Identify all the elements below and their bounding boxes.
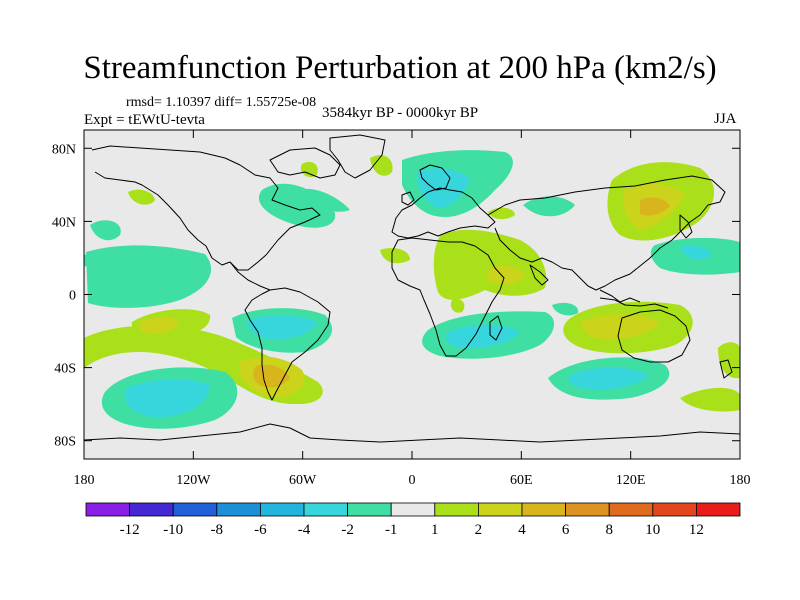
colorbar-label: -10	[163, 522, 183, 538]
coastline	[401, 191, 415, 206]
contour-band	[380, 248, 410, 264]
contour-band	[450, 299, 465, 313]
contour-band	[247, 315, 318, 340]
coastline	[489, 315, 503, 341]
colorbar-label: 1	[431, 522, 439, 538]
colorbar-swatch	[216, 502, 261, 517]
colorbar-label: 8	[605, 522, 613, 538]
contour-band	[300, 161, 318, 178]
colorbar-swatch	[259, 502, 305, 517]
contour-band	[523, 196, 575, 217]
y-tick-label: 40N	[52, 215, 76, 230]
colorbar-swatch	[434, 502, 479, 517]
contour-band	[300, 188, 350, 212]
x-tick-label: 0	[409, 473, 416, 488]
colorbar-swatch	[347, 502, 392, 517]
colorbar-label: 10	[645, 522, 660, 538]
colorbar-label: -4	[298, 522, 311, 538]
contour-band	[90, 220, 121, 241]
coastline	[329, 134, 386, 179]
contour-band	[552, 302, 579, 316]
coastline	[84, 423, 740, 443]
x-tick-label: 60E	[510, 473, 533, 488]
colorbar-label: -12	[120, 522, 140, 538]
colorbar-label: -6	[254, 522, 267, 538]
y-tick-label: 80N	[52, 142, 76, 157]
coastline	[229, 261, 271, 291]
coastlines	[84, 134, 740, 443]
stats-line: rmsd= 1.10397 diff= 1.55725e-08	[126, 95, 317, 110]
colorbar-swatch	[172, 502, 218, 517]
y-tick-label: 0	[69, 289, 76, 304]
colorbar-swatch	[608, 502, 654, 517]
colorbar-swatch	[390, 502, 436, 517]
axis-ticks: 180 120W 60W 0 60E 120E 180 80N 40N 0 40S 80S	[52, 130, 751, 488]
contour-band	[138, 316, 180, 334]
field-layer	[84, 130, 740, 459]
coastline	[599, 297, 669, 309]
coastline	[487, 175, 726, 291]
coastline	[679, 214, 693, 239]
contour-band	[680, 245, 712, 260]
colorbar-swatch	[521, 502, 566, 517]
coastline	[419, 164, 451, 191]
period-label: 3584kyr BP - 0000kyr BP	[322, 105, 479, 121]
contour-band	[433, 229, 547, 300]
season-label: JJA	[714, 111, 737, 127]
contour-band	[680, 387, 740, 412]
coastline	[91, 145, 321, 271]
colorbar-swatch	[477, 502, 523, 517]
plot-title: Streamfunction Perturbation at 200 hPa (…	[83, 50, 717, 86]
colorbar-label: 12	[689, 522, 704, 538]
colorbar: -12 -10 -8 -6 -4 -2 -1 1 2 4 6 8 10 12	[85, 502, 741, 538]
coastline	[391, 237, 505, 357]
coastline	[244, 287, 331, 401]
x-tick-label: 120W	[176, 473, 211, 488]
contour-band	[124, 379, 210, 418]
contour-band	[581, 314, 660, 340]
colorbar-swatch	[652, 502, 697, 517]
y-tick-label: 40S	[54, 362, 76, 377]
colorbar-swatch	[85, 502, 130, 517]
x-tick-label: 120E	[616, 473, 646, 488]
contour-band	[128, 189, 155, 205]
colorbar-label: -8	[211, 522, 224, 538]
colorbar-swatch	[565, 502, 610, 517]
colorbar-label: 6	[562, 522, 570, 538]
y-tick-label: 80S	[54, 435, 76, 450]
experiment-label: Expt = tEWtU-tevta	[84, 112, 205, 128]
coastline	[529, 264, 549, 286]
contour-band	[640, 197, 670, 216]
colorbar-label: -1	[385, 522, 398, 538]
contour-band	[86, 245, 212, 308]
contour-bands	[84, 150, 740, 429]
x-tick-label: 180	[74, 473, 95, 488]
x-tick-label: 180	[730, 473, 751, 488]
colorbar-label: 2	[475, 522, 483, 538]
colorbar-swatch	[129, 502, 174, 517]
colorbar-swatch	[696, 502, 741, 517]
colorbar-swatch	[303, 502, 348, 517]
contour-band	[718, 342, 740, 379]
coastline	[269, 147, 341, 179]
contour-band	[568, 367, 648, 390]
colorbar-label: 4	[518, 522, 526, 538]
x-tick-label: 60W	[289, 473, 317, 488]
coastline	[719, 359, 733, 379]
coastline	[617, 309, 691, 363]
colorbar-label: -2	[341, 522, 354, 538]
contour-band	[370, 155, 393, 176]
